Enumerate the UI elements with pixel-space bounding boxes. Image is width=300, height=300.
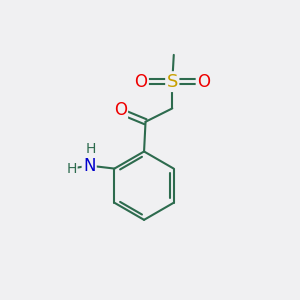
Text: H: H [66, 162, 76, 176]
Text: H: H [85, 142, 96, 156]
Text: O: O [114, 101, 127, 119]
Text: N: N [83, 157, 95, 175]
Text: O: O [135, 73, 148, 91]
Text: O: O [197, 73, 210, 91]
Text: S: S [167, 73, 178, 91]
